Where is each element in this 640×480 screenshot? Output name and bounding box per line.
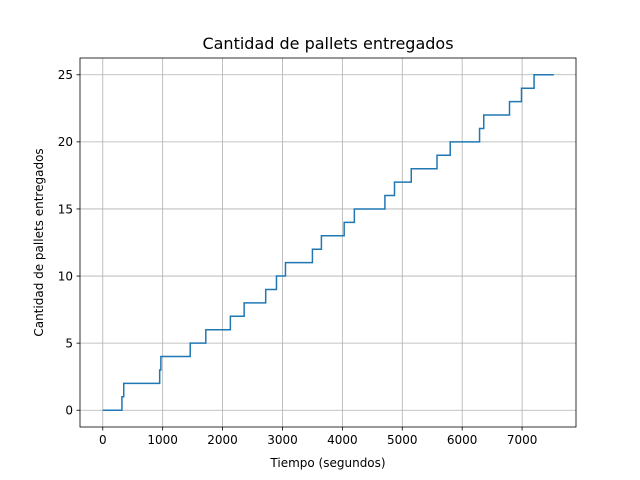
plot-series: [102, 74, 554, 411]
grid: [80, 58, 576, 427]
y-axis-ticks: 0 5 10 15 20 25: [58, 68, 80, 418]
x-tick-label: 7000: [507, 433, 538, 447]
y-tick-label: 10: [58, 269, 73, 283]
x-tick-label: 6000: [447, 433, 478, 447]
x-tick-label: 4000: [327, 433, 358, 447]
x-tick-label: 1000: [147, 433, 178, 447]
x-tick-label: 5000: [387, 433, 418, 447]
y-tick-label: 20: [58, 135, 73, 149]
y-tick-label: 5: [65, 336, 73, 350]
plot-frame: [79, 57, 577, 428]
y-tick-label: 25: [58, 68, 73, 82]
y-axis-label: Cantidad de pallets entregados: [32, 148, 46, 336]
x-tick-label: 3000: [267, 433, 298, 447]
y-tick-label: 15: [58, 202, 73, 216]
x-axis-ticks: 0 1000 2000 3000 4000 5000 6000 7000: [99, 427, 537, 447]
series-step-line: [102, 74, 554, 411]
x-tick-label: 2000: [207, 433, 238, 447]
x-tick-label: 0: [99, 433, 107, 447]
y-tick-label: 0: [65, 404, 73, 418]
chart-title: Cantidad de pallets entregados: [202, 34, 453, 53]
x-axis-label: Tiempo (segundos): [269, 456, 385, 470]
